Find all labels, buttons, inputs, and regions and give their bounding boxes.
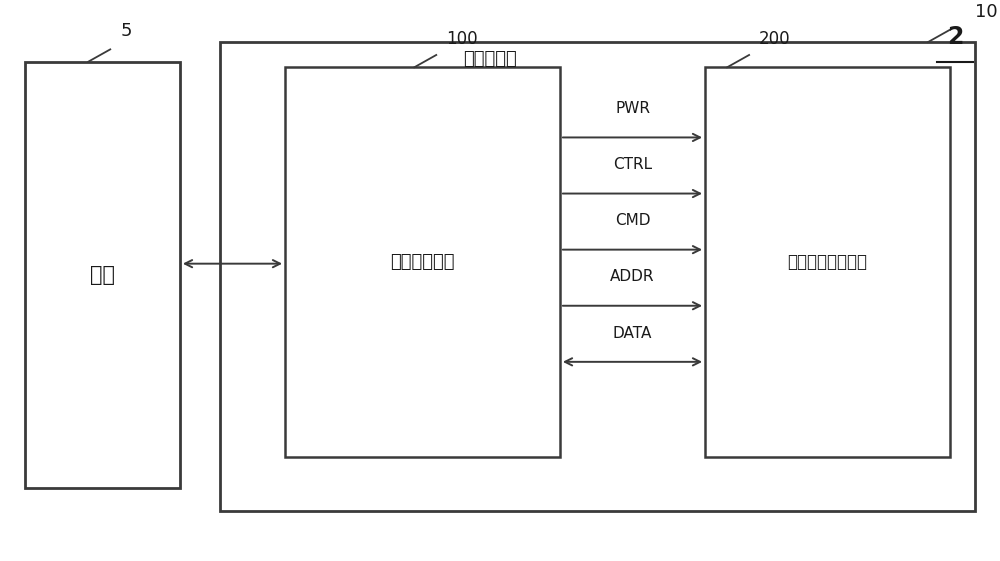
Text: 存储器系统: 存储器系统 <box>463 50 517 68</box>
Text: CTRL: CTRL <box>613 157 652 172</box>
Text: PWR: PWR <box>615 101 650 116</box>
Text: 10: 10 <box>975 3 998 21</box>
Text: 2: 2 <box>947 25 963 49</box>
Text: 主机: 主机 <box>90 265 115 285</box>
Bar <box>220 42 975 511</box>
Text: CMD: CMD <box>615 213 650 228</box>
Text: DATA: DATA <box>613 325 652 341</box>
Bar <box>285 67 560 457</box>
Text: ADDR: ADDR <box>610 269 655 284</box>
Text: 200: 200 <box>759 30 791 48</box>
Text: 存储器控制器: 存储器控制器 <box>390 253 455 272</box>
Text: 半导体存储器装置: 半导体存储器装置 <box>787 253 867 272</box>
Bar <box>705 67 950 457</box>
Text: 5: 5 <box>120 22 132 40</box>
Bar <box>25 62 180 488</box>
Text: 100: 100 <box>446 30 478 48</box>
